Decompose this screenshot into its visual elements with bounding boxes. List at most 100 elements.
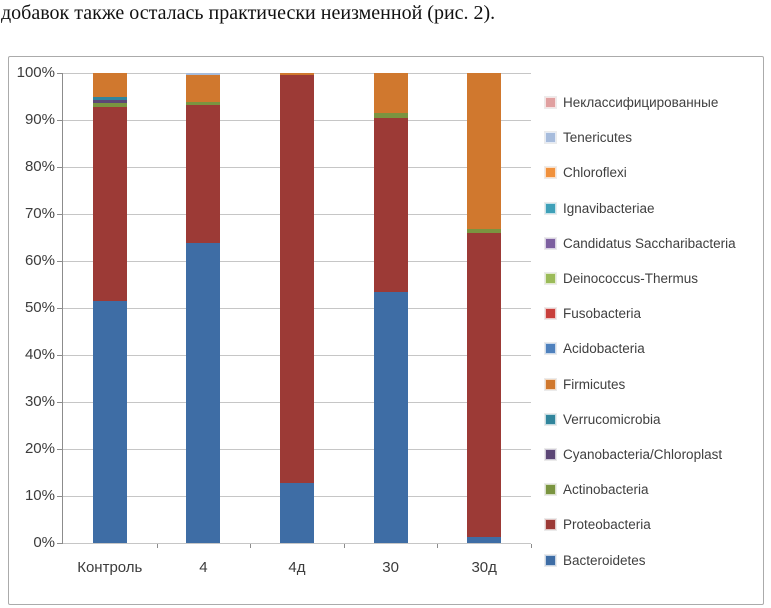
bars-layer xyxy=(63,73,531,543)
legend-item-Chloroflexi: Chloroflexi xyxy=(545,155,759,190)
legend-label: Candidatus Saccharibacteria xyxy=(563,235,736,251)
y-tick-80% xyxy=(57,167,62,168)
bar-segment-Verrucomicrobia xyxy=(92,97,127,100)
bar-segment-Cyanobacteria/Chloroplast xyxy=(92,99,127,104)
bar-segment-Bacteroidetes xyxy=(186,243,221,543)
bar-slot-30д xyxy=(437,73,531,543)
y-axis-label-90%: 90% xyxy=(24,111,55,128)
bar-segment-Proteobacteria xyxy=(92,106,127,301)
y-tick-20% xyxy=(57,449,62,450)
bar-segment-Actinobacteria xyxy=(186,101,221,106)
bar-segment-Firmicutes xyxy=(279,73,314,76)
x-axis-label-30д: 30д xyxy=(471,559,497,576)
legend-label: Deinococcus-Thermus xyxy=(563,271,699,287)
legend-item-Verrucomicrobia: Verrucomicrobia xyxy=(545,402,759,437)
bar-slot-30 xyxy=(344,73,438,543)
x-tick-2 xyxy=(250,544,252,548)
y-axis-label-40%: 40% xyxy=(24,346,55,363)
legend-swatch-icon xyxy=(545,554,556,566)
legend-label: Actinobacteria xyxy=(563,482,649,498)
stacked-bar-Контроль xyxy=(92,73,127,543)
bar-segment-Bacteroidetes xyxy=(467,536,502,543)
legend-label: Ignavibacteriae xyxy=(563,200,655,216)
bar-segment-Tenericutes xyxy=(186,73,221,76)
bar-segment-Proteobacteria xyxy=(279,75,314,483)
bar-segment-Firmicutes xyxy=(373,73,408,113)
plot-area: 0% 10% 20% 30% 40% 50% 60% 70% 80% 90% 100% xyxy=(17,64,532,551)
legend-item-Bacteroidetes: Bacteroidetes xyxy=(545,542,759,577)
legend-label: Tenericutes xyxy=(563,130,633,146)
y-axis-label-50%: 50% xyxy=(24,299,55,316)
bar-segment-Bacteroidetes xyxy=(92,300,127,543)
x-axis-label-4: 4 xyxy=(199,559,208,576)
legend-item-Acidobacteria: Acidobacteria xyxy=(545,331,759,366)
y-axis-label-0%: 0% xyxy=(33,534,55,551)
legend-item-Tenericutes: Tenericutes xyxy=(545,120,759,155)
y-tick-0% xyxy=(57,543,62,544)
bar-slot-4 xyxy=(157,73,251,543)
legend-item-Ignavibacteriae: Ignavibacteriae xyxy=(545,191,759,226)
legend-swatch-icon xyxy=(545,413,556,425)
y-axis-line xyxy=(62,73,63,544)
x-axis-label-30: 30 xyxy=(382,559,399,576)
legend-swatch-icon xyxy=(545,308,556,320)
x-axis-label-Контроль: Контроль xyxy=(77,559,143,576)
legend-item-Cyanobacteria/Chloroplast: Cyanobacteria/Chloroplast xyxy=(545,437,759,472)
bar-segment-Actinobacteria xyxy=(92,103,127,107)
bar-segment-Firmicutes xyxy=(467,73,502,230)
legend-item-Неклассифицированные: Неклассифицированные xyxy=(545,85,759,120)
legend-swatch-icon xyxy=(545,97,556,109)
bar-segment-Bacteroidetes xyxy=(279,482,314,543)
x-axis-label-4д: 4д xyxy=(288,559,306,576)
legend-item-Actinobacteria: Actinobacteria xyxy=(545,472,759,507)
chart-legend: Неклассифицированные Tenericutes Chlorofle… xyxy=(545,85,759,578)
legend-swatch-icon xyxy=(545,273,556,285)
y-tick-60% xyxy=(57,261,62,262)
bar-segment-Actinobacteria xyxy=(467,229,502,233)
y-axis-label-70%: 70% xyxy=(24,205,55,222)
y-tick-100% xyxy=(57,73,62,74)
legend-item-Proteobacteria: Proteobacteria xyxy=(545,507,759,542)
legend-label: Fusobacteria xyxy=(563,306,642,322)
legend-swatch-icon xyxy=(545,448,556,460)
x-axis-labels: Контроль 4 4д 30 30д xyxy=(63,559,531,576)
y-axis-label-30%: 30% xyxy=(24,393,55,410)
legend-swatch-icon xyxy=(545,378,556,390)
legend-swatch-icon xyxy=(545,343,556,355)
legend-item-Fusobacteria: Fusobacteria xyxy=(545,296,759,331)
x-tick-4 xyxy=(437,544,439,548)
x-tick-1 xyxy=(156,544,158,548)
bar-segment-Proteobacteria xyxy=(186,105,221,244)
y-axis-label-80%: 80% xyxy=(24,158,55,175)
legend-swatch-icon xyxy=(545,167,556,179)
legend-item-Candidatus Saccharibacteria: Candidatus Saccharibacteria xyxy=(545,226,759,261)
y-axis-label-10%: 10% xyxy=(24,487,55,504)
y-tick-30% xyxy=(57,402,62,403)
legend-label: Verrucomicrobia xyxy=(563,411,661,427)
bar-segment-Actinobacteria xyxy=(373,112,408,118)
stacked-bar-30 xyxy=(373,73,408,543)
y-tick-70% xyxy=(57,214,62,215)
legend-label: Firmicutes xyxy=(563,376,626,392)
legend-label: Cyanobacteria/Chloroplast xyxy=(563,446,723,462)
x-tick-5 xyxy=(531,544,532,548)
x-tick-3 xyxy=(343,544,345,548)
bar-segment-Proteobacteria xyxy=(467,232,502,537)
y-tick-10% xyxy=(57,496,62,497)
stacked-bar-30д xyxy=(467,73,502,543)
legend-item-Firmicutes: Firmicutes xyxy=(545,367,759,402)
y-axis-label-60%: 60% xyxy=(24,252,55,269)
intro-text: добавок также осталась практически неизм… xyxy=(1,2,496,24)
stacked-bar-4 xyxy=(186,73,221,543)
bar-segment-Bacteroidetes xyxy=(373,291,408,543)
legend-swatch-icon xyxy=(545,519,556,531)
bar-segment-Firmicutes xyxy=(186,75,221,102)
bar-segment-Proteobacteria xyxy=(373,117,408,292)
y-axis-label-100%: 100% xyxy=(16,64,55,81)
legend-label: Chloroflexi xyxy=(563,165,627,181)
bar-segment-Firmicutes xyxy=(92,73,127,98)
gridline-0% xyxy=(63,543,531,544)
y-tick-50% xyxy=(57,308,62,309)
legend-label: Неклассифицированные xyxy=(563,95,719,111)
